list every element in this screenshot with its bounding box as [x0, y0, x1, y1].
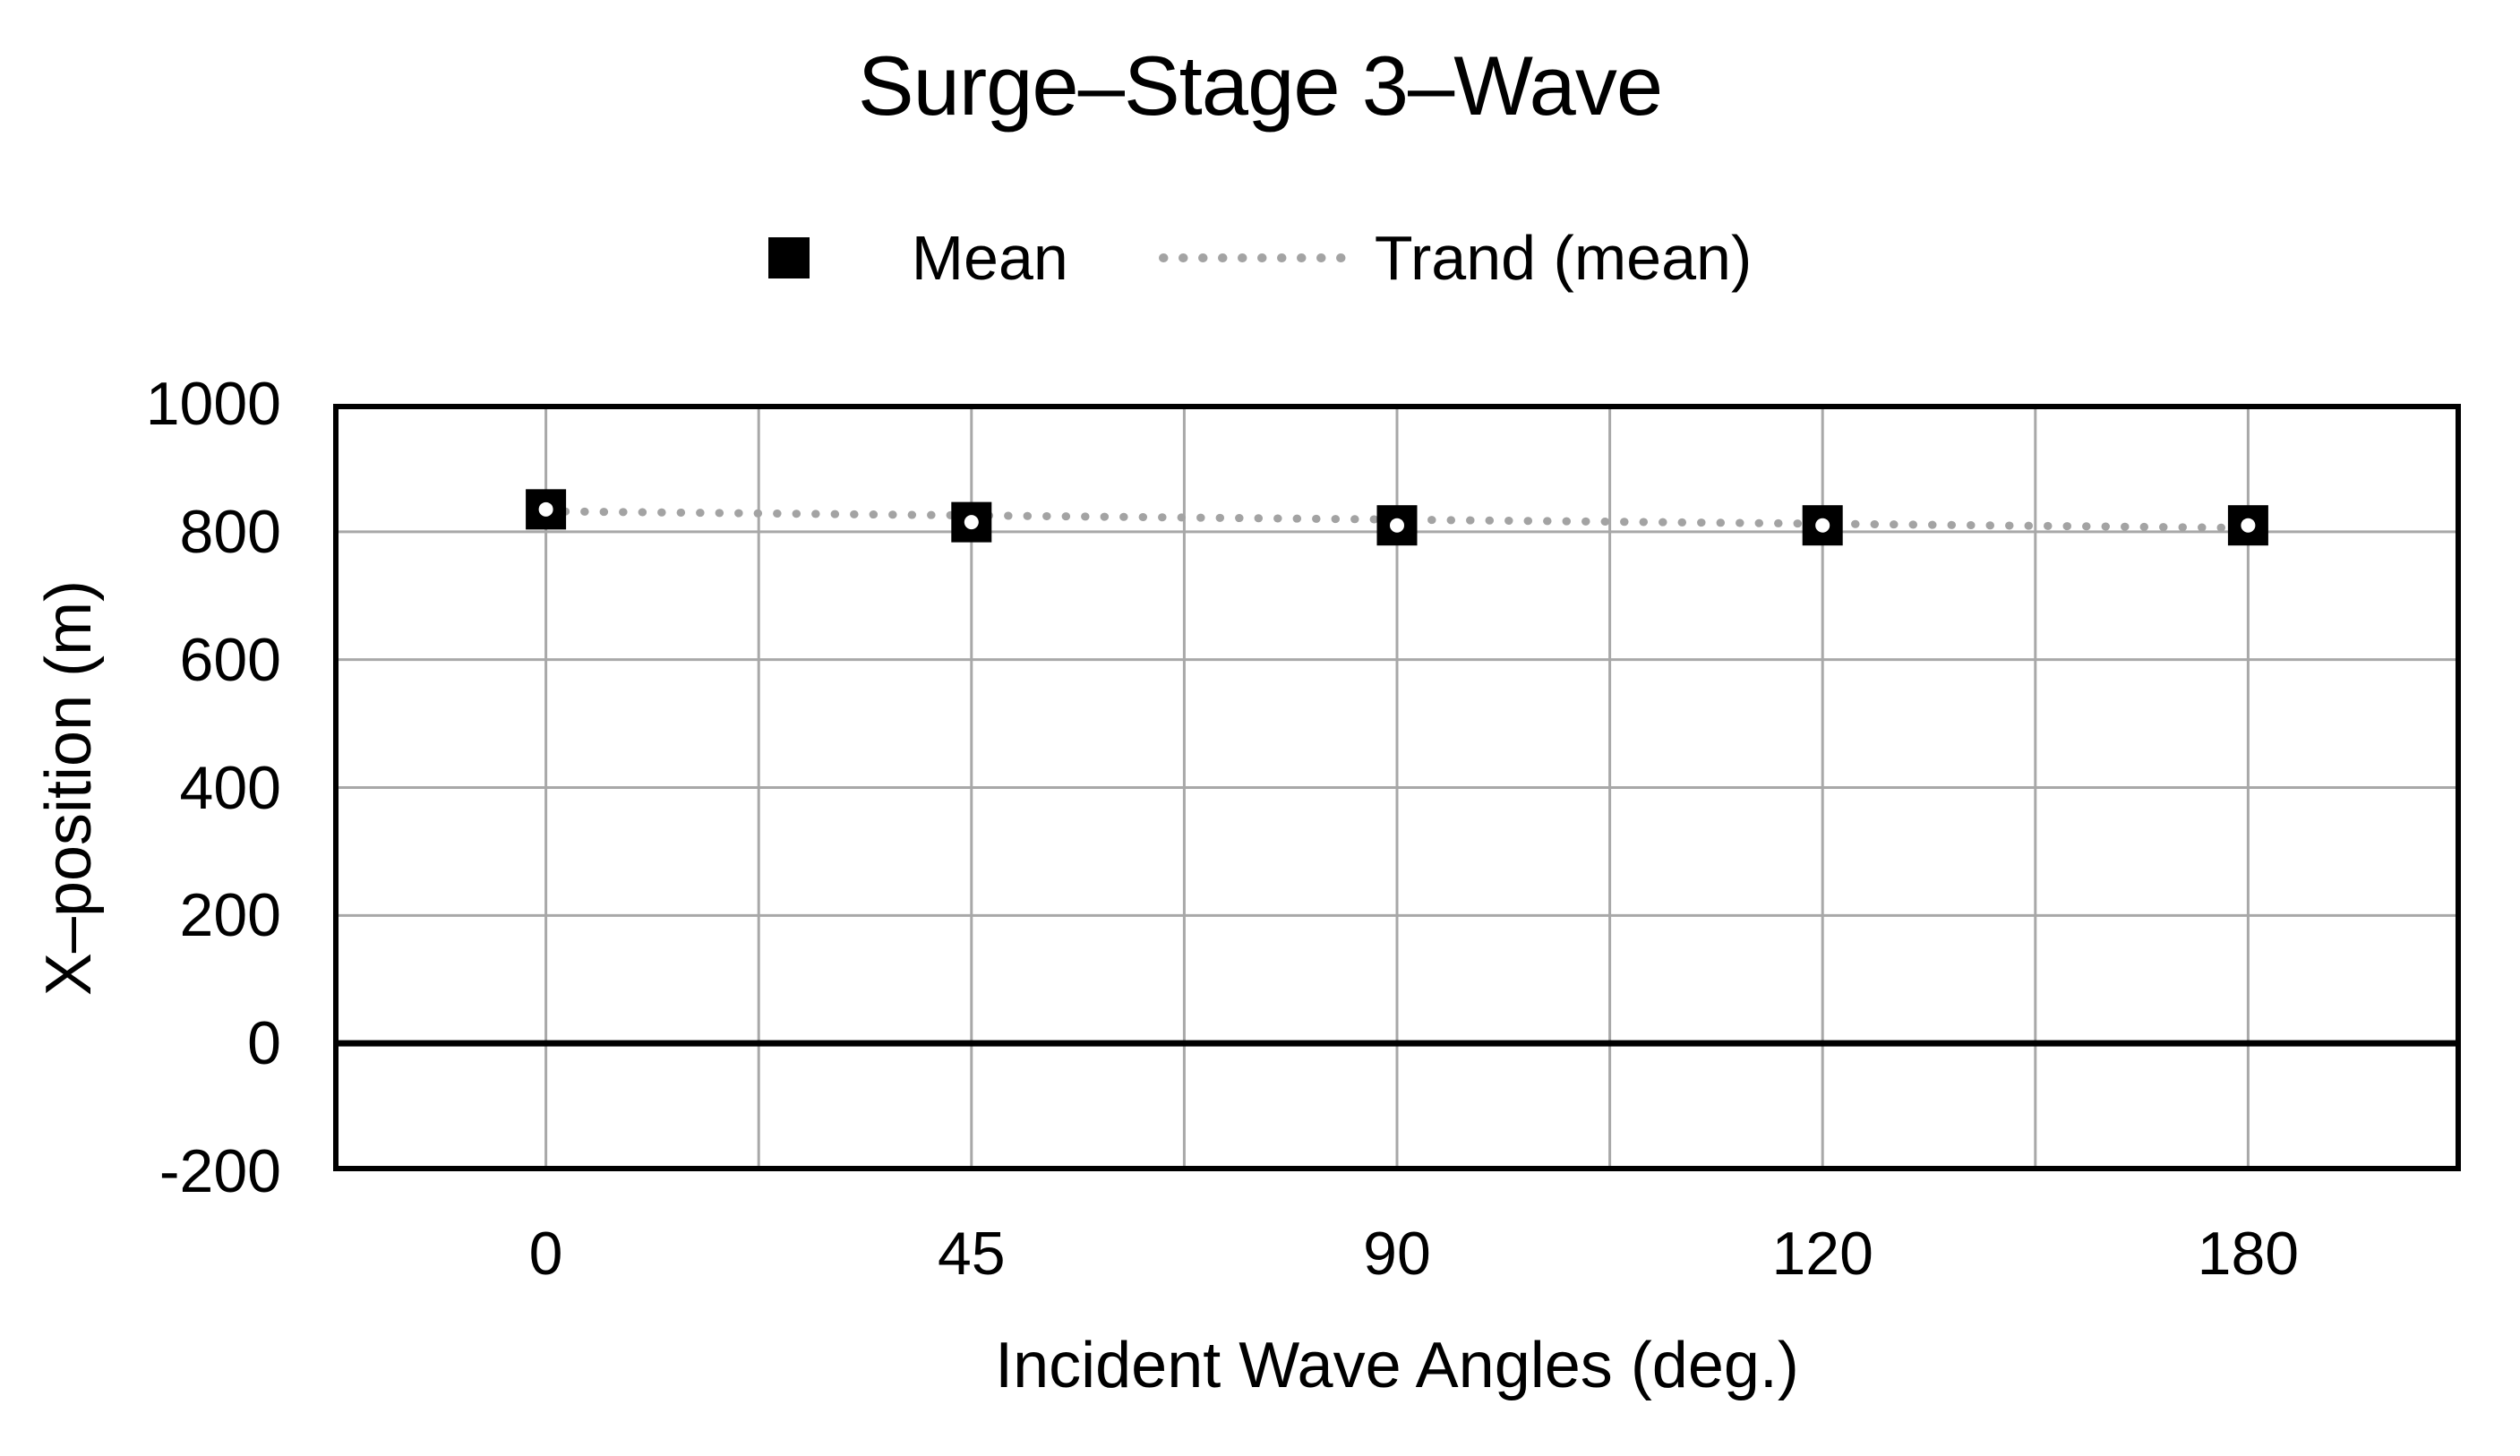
- x-tick-label: 120: [1771, 1220, 1873, 1288]
- y-tick-label: 800: [179, 497, 281, 566]
- chart-title: Surge–Stage 3–Wave: [857, 39, 1663, 133]
- legend-item-trend: Trand (mean): [1158, 227, 1752, 289]
- y-tick-label: 1000: [145, 370, 281, 438]
- y-tick-label: 600: [179, 625, 281, 694]
- y-tick-label: 0: [247, 1009, 281, 1078]
- plot-svg: [333, 404, 2461, 1171]
- legend-item-mean: Mean: [767, 223, 1068, 293]
- plot-area: [333, 404, 2461, 1171]
- legend-label-trend: Trand (mean): [1374, 223, 1753, 293]
- x-tick-label: 45: [937, 1220, 1006, 1288]
- legend: Mean Trand (mean): [0, 220, 2520, 295]
- mean-square-marker-icon: [767, 237, 810, 278]
- x-axis-title: Incident Wave Angles (deg.): [995, 1330, 1799, 1401]
- trend-dotted-line-icon: [1158, 253, 1347, 262]
- y-tick-label: 400: [179, 753, 281, 822]
- legend-label-mean: Mean: [911, 223, 1068, 293]
- x-tick-label: 0: [528, 1220, 563, 1288]
- y-tick-label: -200: [159, 1137, 281, 1205]
- x-tick-label: 90: [1363, 1220, 1431, 1288]
- y-tick-label: 200: [179, 881, 281, 950]
- x-tick-label: 180: [2197, 1220, 2300, 1288]
